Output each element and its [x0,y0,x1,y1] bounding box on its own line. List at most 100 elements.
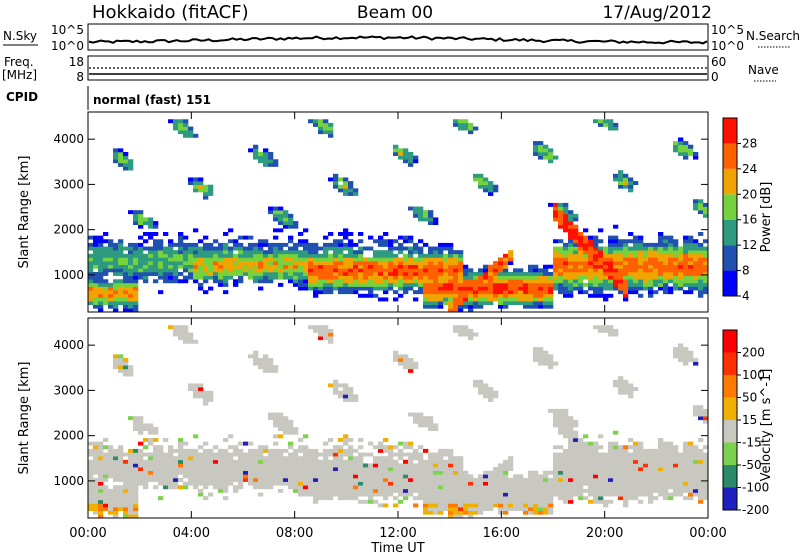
power-cell [553,257,559,262]
power-cell [188,268,194,273]
velocity-cell [98,485,104,490]
power-cell [163,250,169,255]
velocity-cell [598,434,604,439]
velocity-cell [643,485,649,490]
power-cell [378,250,384,255]
power-cell [393,275,399,280]
velocity-cell [633,492,639,497]
velocity-cell [643,456,649,461]
velocity-ylabel: Slant Range [km] [17,362,32,475]
velocity-cell [313,456,319,461]
power-cell [203,235,209,240]
power-cell [598,279,604,284]
velocity-cell [663,474,669,479]
velocity-cell [668,467,674,472]
velocity-cell [533,510,539,515]
power-cell [253,272,259,276]
power-cell [303,275,309,280]
velocity-cell [458,496,464,501]
power-cell [308,250,314,255]
power-cell [313,250,319,255]
velocity-cell [328,474,334,479]
power-cell [193,250,199,255]
velocity-cell [563,427,569,432]
velocity-cell [268,361,274,366]
velocity-cell [688,358,694,362]
velocity-cell [658,438,664,442]
velocity-cell [188,383,194,388]
power-cell [253,242,259,247]
velocity-cell [693,481,699,486]
velocity-cell [363,470,369,475]
power-cell [328,290,334,295]
velocity-cell [208,467,214,472]
velocity-cell [448,463,454,468]
power-cell [608,257,614,262]
velocity-cell [668,485,674,490]
power-cell [418,275,424,280]
power-cell [223,268,229,273]
velocity-cell [343,488,349,493]
power-cell [93,261,99,266]
power-cell [113,155,119,160]
power-cell [338,264,344,269]
velocity-cell [593,481,599,486]
power-cell [443,257,449,262]
power-cell [673,148,679,153]
velocity-cell [153,427,159,432]
power-cell [348,279,354,284]
velocity-cell [628,452,634,457]
power-cell [268,206,274,211]
velocity-cell [298,485,304,490]
power-cell [93,246,99,251]
velocity-cell [358,452,364,457]
velocity-cell [673,448,679,453]
velocity-cell [258,474,264,479]
power-cell [503,282,509,287]
power-cell [563,253,569,258]
power-cell [683,253,689,258]
power-cell [428,286,434,291]
power-cell [288,246,294,251]
power-cell [593,119,599,124]
power-cell [303,268,309,273]
power-cell [273,235,279,240]
velocity-cell [703,456,709,461]
power-cell [618,279,624,284]
power-cell [433,268,439,273]
power-cell [698,253,704,258]
power-cell [618,181,624,186]
velocity-cell [688,445,694,450]
power-cell [208,275,214,280]
velocity-cell [493,467,499,472]
velocity-cell [488,507,494,512]
velocity-cell [558,416,564,421]
power-cell [298,268,304,273]
power-cell [503,253,509,258]
power-cell [678,279,684,284]
power-cell [468,275,474,280]
power-cell [618,242,624,247]
power-cell [223,253,229,258]
velocity-cell [423,492,429,497]
power-cell [163,264,169,269]
velocity-cell [673,474,679,479]
velocity-cell [543,354,549,359]
velocity-cell [508,463,514,468]
velocity-cell [578,467,584,472]
power-cell [688,148,694,153]
power-cell [543,282,549,287]
power-cell [598,228,604,233]
power-cell [653,282,659,287]
power-cell [373,257,379,262]
power-cell [693,257,699,262]
power-cell [293,279,299,284]
velocity-cell [613,492,619,497]
power-cell [308,272,314,276]
power-cell [373,261,379,266]
velocity-cell [133,419,139,424]
power-cell [148,272,154,276]
velocity-cell [678,354,684,359]
power-cell [368,282,374,287]
power-cell [478,286,484,291]
